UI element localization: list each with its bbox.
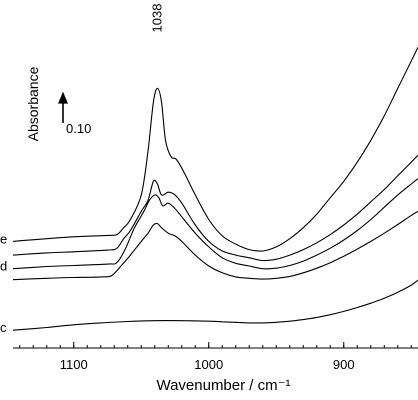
spectrum-line-3 xyxy=(12,178,418,270)
curve-label-e: e xyxy=(0,231,7,246)
x-axis-label: Wavenumber / cm⁻¹ xyxy=(156,377,290,394)
curve-label-d: d xyxy=(0,259,7,274)
y-axis-label: Absorbance xyxy=(25,66,41,141)
x-tick-label: 1100 xyxy=(60,357,88,372)
x-tick-label: 1000 xyxy=(194,357,223,372)
scale-bar-arrowhead xyxy=(58,91,68,104)
spectra-curves xyxy=(12,47,418,331)
x-tick-label: 900 xyxy=(333,357,355,372)
peak-annotation-label: 1038 xyxy=(150,4,165,33)
curve-label-c: c xyxy=(0,320,7,335)
labels: ed c Wavenumber / cm⁻¹ Absorbance 0.10 1038 xyxy=(0,4,291,394)
spectrum-line-4 xyxy=(12,210,418,281)
scale-bar-label: 0.10 xyxy=(66,121,91,136)
spectrum-line-1 xyxy=(12,47,418,252)
spectrum-line-5 xyxy=(12,279,418,331)
spectrum-line-2 xyxy=(12,154,418,262)
axes: 1100 1000 900 xyxy=(13,342,418,372)
